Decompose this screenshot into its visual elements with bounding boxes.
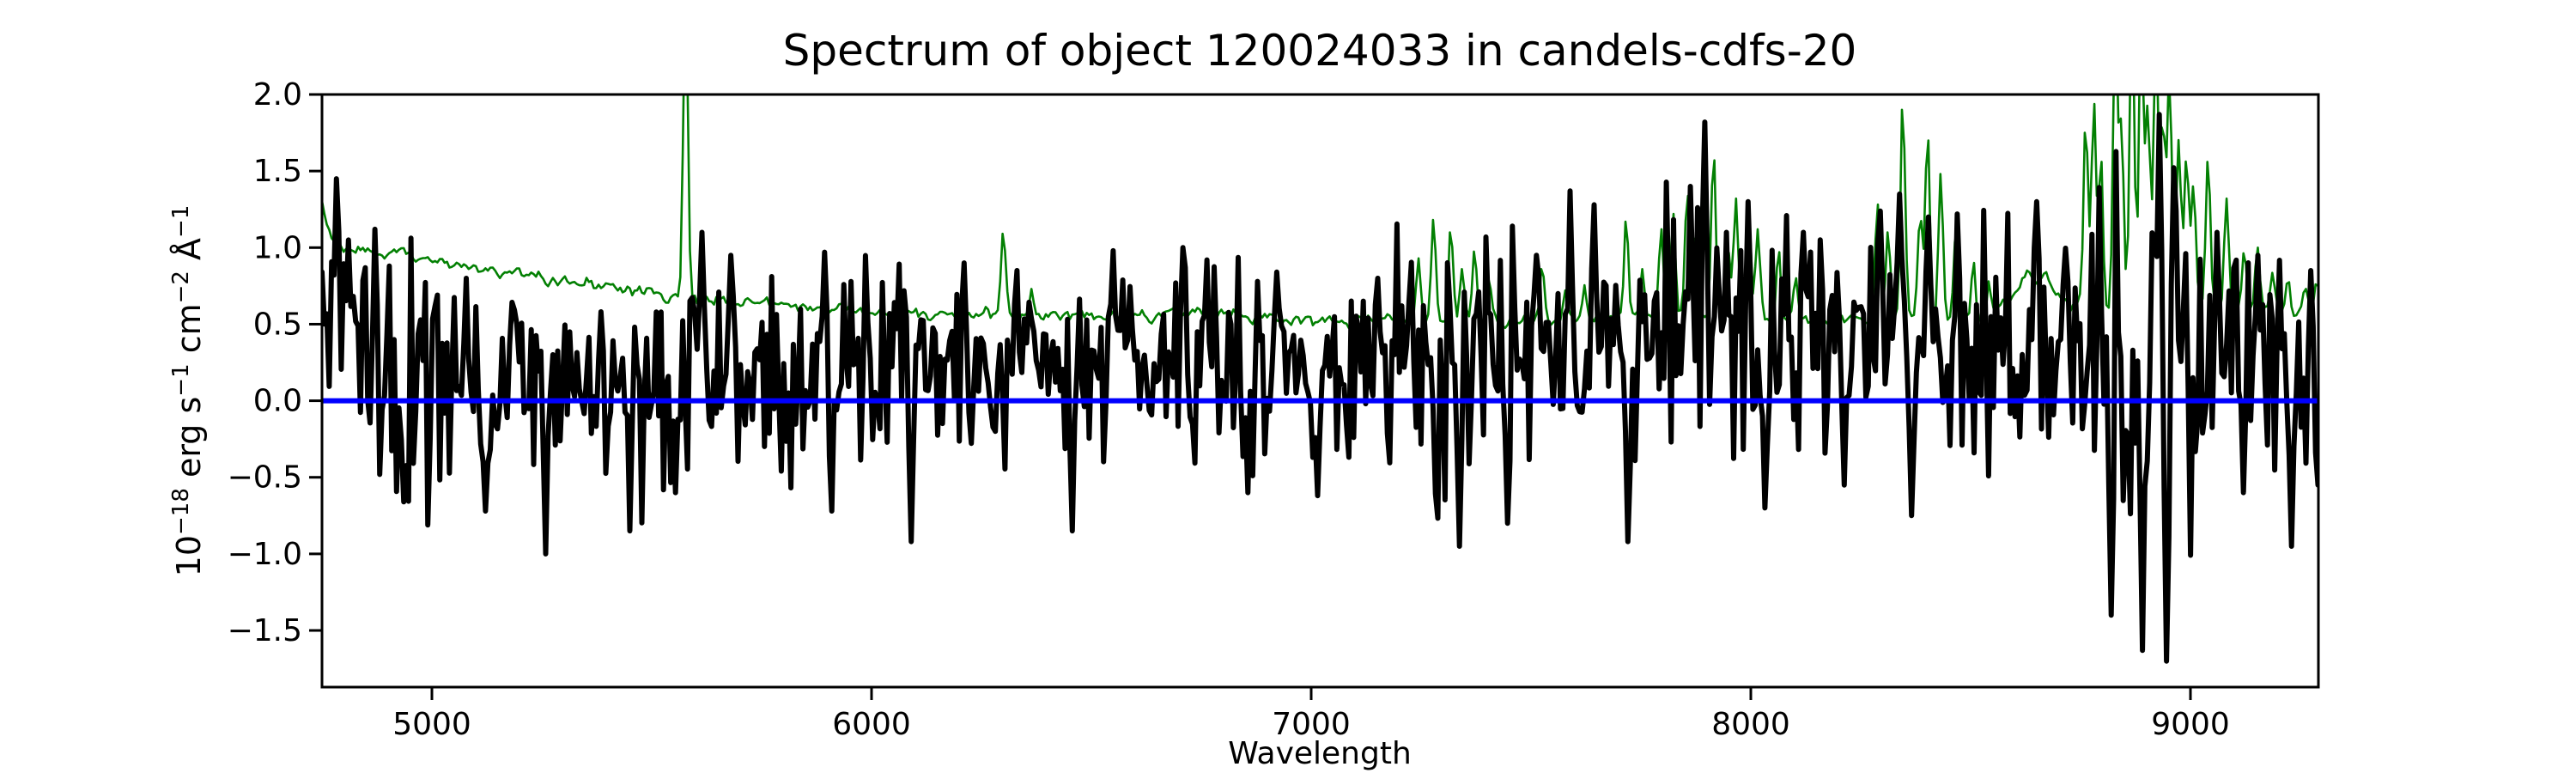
plot-title: Spectrum of object 120024033 in candels-… xyxy=(783,26,1857,76)
x-tick-label: 8000 xyxy=(1711,707,1790,742)
y-tick-label: 2.0 xyxy=(253,77,302,113)
x-axis-ticks xyxy=(430,687,2192,700)
plot-border xyxy=(320,93,2320,689)
x-tick-label: 9000 xyxy=(2151,707,2230,742)
x-tick-label: 6000 xyxy=(832,707,911,742)
y-tick-label: 0.0 xyxy=(253,384,302,419)
y-tick-label: −1.0 xyxy=(228,537,302,572)
x-axis-label: Wavelength xyxy=(1228,736,1412,771)
y-tick-label: −0.5 xyxy=(228,460,302,496)
y-tick-label: −1.5 xyxy=(228,613,302,648)
x-tick-label: 5000 xyxy=(392,707,471,742)
data-series-group xyxy=(322,94,2318,664)
x-axis-tick-labels: 5000 6000 7000 8000 9000 xyxy=(392,707,2230,742)
y-tick-label: 0.5 xyxy=(253,307,302,342)
x-tick-label: 7000 xyxy=(1272,707,1351,742)
flux-spectrum-line xyxy=(322,112,2318,664)
y-axis-label: 10−18 erg s−1 cm−2 Å−1 xyxy=(168,205,208,577)
y-axis-ticks xyxy=(309,93,322,632)
y-axis-tick-labels: −1.5 −1.0 −0.5 0.0 0.5 1.0 1.5 2.0 xyxy=(228,77,302,648)
y-tick-label: 1.5 xyxy=(253,154,302,189)
y-tick-label: 1.0 xyxy=(253,230,302,265)
